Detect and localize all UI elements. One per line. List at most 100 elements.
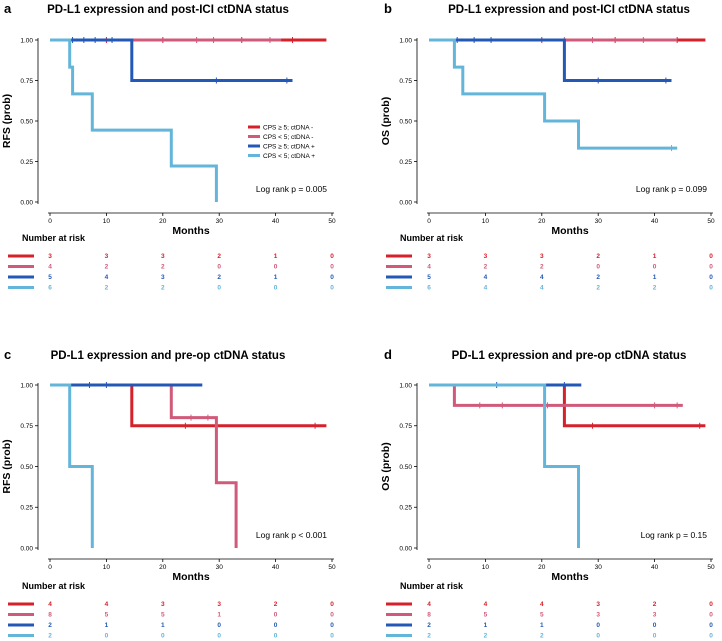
y-tick-label: 0.25 — [20, 505, 33, 512]
risk-count: 3 — [161, 601, 165, 608]
risk-count: 0 — [653, 622, 657, 629]
risk-count: 0 — [161, 633, 165, 640]
y-tick-label: 0.00 — [399, 545, 412, 552]
risk-count: 3 — [161, 253, 165, 260]
risk-count: 4 — [484, 274, 488, 281]
y-axis-label: OS (prob) — [380, 442, 392, 490]
log-rank-annotation: Log rank p < 0.001 — [256, 530, 327, 540]
risk-count: 2 — [427, 633, 431, 640]
y-tick-label: 0.75 — [399, 78, 412, 85]
risk-count: 1 — [653, 274, 657, 281]
risk-count: 1 — [274, 274, 278, 281]
risk-count: 3 — [484, 253, 488, 260]
risk-count: 4 — [105, 601, 109, 608]
risk-count: 2 — [274, 601, 278, 608]
legend-entry: CPS < 5; ctDNA + — [263, 153, 315, 160]
series-line-2 — [429, 38, 672, 82]
risk-count: 0 — [217, 285, 221, 292]
risk-count: 4 — [484, 601, 488, 608]
legend: CPS ≥ 5; ctDNA - CPS < 5; ctDNA - CPS ≥ 5;… — [248, 124, 315, 160]
risk-count: 5 — [105, 612, 109, 619]
risk-count: 1 — [484, 622, 488, 629]
y-axis-label: RFS (prob) — [1, 94, 13, 148]
y-tick-label: 0.25 — [399, 159, 412, 166]
x-tick-label: 10 — [482, 218, 490, 225]
y-tick-label: 0.00 — [20, 199, 33, 206]
log-rank-annotation: Log rank p = 0.15 — [641, 530, 708, 540]
risk-count: 3 — [427, 253, 431, 260]
series-line-3 — [50, 383, 94, 548]
risk-count: 2 — [596, 274, 600, 281]
x-tick-label: 20 — [538, 218, 546, 225]
risk-count: 2 — [653, 601, 657, 608]
risk-count: 5 — [161, 612, 165, 619]
risk-count: 0 — [330, 285, 334, 292]
chart-title: PD-L1 expression and pre-op ctDNA status — [51, 350, 286, 362]
chart-title: PD-L1 expression and post-ICI ctDNA stat… — [47, 4, 289, 16]
y-tick-label: 0.75 — [399, 423, 412, 430]
risk-count: 2 — [161, 285, 165, 292]
series-line-3 — [50, 38, 218, 202]
risk-count: 5 — [48, 274, 52, 281]
x-tick-label: 30 — [216, 218, 224, 225]
risk-count: 8 — [48, 612, 52, 619]
panel-letter: b — [384, 1, 392, 16]
risk-count: 2 — [540, 633, 544, 640]
risk-count: 0 — [330, 601, 334, 608]
panel-b: b PD-L1 expression and post-ICI ctDNA sta… — [380, 1, 715, 292]
risk-count: 0 — [274, 633, 278, 640]
risk-table-title: Number at risk — [400, 581, 464, 591]
risk-count: 4 — [48, 264, 52, 271]
risk-count: 0 — [330, 622, 334, 629]
risk-count: 4 — [540, 601, 544, 608]
risk-count: 0 — [596, 264, 600, 271]
risk-count: 2 — [596, 285, 600, 292]
risk-count: 0 — [709, 285, 713, 292]
series-line-0 — [50, 383, 327, 428]
risk-table-title: Number at risk — [22, 233, 86, 243]
risk-count: 0 — [274, 264, 278, 271]
x-tick-label: 50 — [328, 218, 336, 225]
risk-count: 2 — [48, 633, 52, 640]
risk-count: 3 — [596, 612, 600, 619]
y-tick-label: 1.00 — [20, 382, 33, 389]
risk-count: 2 — [653, 285, 657, 292]
risk-count: 4 — [484, 285, 488, 292]
y-tick-label: 1.00 — [399, 37, 412, 44]
y-axis-label: OS (prob) — [380, 97, 392, 145]
x-tick-label: 0 — [427, 218, 431, 225]
risk-count: 0 — [596, 633, 600, 640]
y-tick-label: 0.50 — [399, 118, 412, 125]
risk-count: 8 — [427, 612, 431, 619]
panel-letter: d — [384, 347, 392, 362]
risk-count: 0 — [709, 253, 713, 260]
risk-count: 5 — [484, 612, 488, 619]
x-tick-label: 0 — [48, 564, 52, 571]
risk-count: 0 — [217, 622, 221, 629]
risk-count: 0 — [709, 633, 713, 640]
y-tick-label: 0.00 — [20, 545, 33, 552]
risk-count: 4 — [427, 601, 431, 608]
risk-count: 5 — [540, 612, 544, 619]
risk-count: 1 — [161, 622, 165, 629]
risk-count: 0 — [330, 253, 334, 260]
risk-count: 0 — [330, 274, 334, 281]
risk-count: 0 — [330, 264, 334, 271]
x-tick-label: 40 — [272, 564, 280, 571]
panel-letter: c — [4, 347, 11, 362]
y-tick-label: 0.75 — [20, 78, 33, 85]
x-tick-label: 30 — [216, 564, 224, 571]
risk-count: 0 — [596, 622, 600, 629]
log-rank-annotation: Log rank p = 0.099 — [636, 184, 707, 194]
risk-count: 2 — [427, 622, 431, 629]
risk-count: 0 — [274, 612, 278, 619]
risk-count: 0 — [709, 622, 713, 629]
log-rank-annotation: Log rank p = 0.005 — [256, 184, 327, 194]
risk-count: 2 — [217, 274, 221, 281]
risk-count: 1 — [274, 253, 278, 260]
panel-d: d PD-L1 expression and pre-op ctDNA statu… — [380, 347, 715, 640]
risk-count: 2 — [596, 253, 600, 260]
risk-count: 2 — [540, 264, 544, 271]
risk-count: 6 — [427, 285, 431, 292]
risk-count: 0 — [330, 612, 334, 619]
